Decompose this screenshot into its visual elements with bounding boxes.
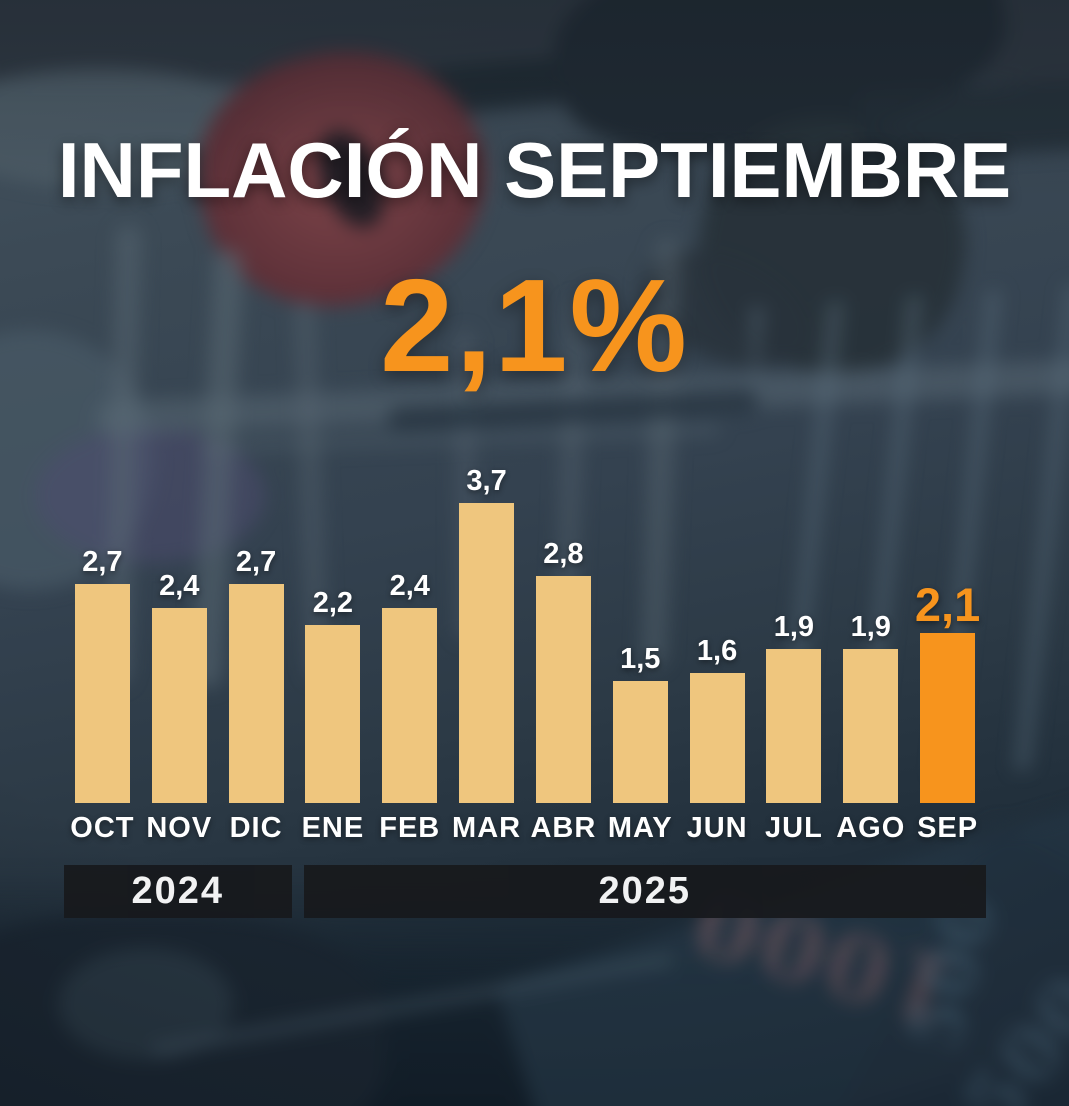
- bar-value-label-nov: 2,4: [159, 570, 200, 602]
- month-label-ene: ENE: [301, 812, 365, 844]
- bar-abr: [535, 576, 591, 803]
- month-label-jul: JUL: [765, 812, 823, 844]
- bar-value-label-ene: 2,2: [312, 587, 354, 619]
- bar-may: [612, 681, 668, 803]
- bar-column-ago: 1,9: [832, 613, 909, 803]
- bar-column-jun: 1,6: [679, 637, 756, 803]
- bar-column-mar: 3,7: [448, 467, 525, 803]
- bar-value-label-dic: 2,7: [235, 546, 277, 578]
- bar-value-label-abr: 2,8: [543, 538, 584, 570]
- bar-value-label-jul: 1,9: [773, 611, 815, 643]
- bars-plot-area: 2,7 2,4 2,7 2,2 2,4 3,7 2,8 1,5 1,6 1,9 1,9 2,1: [64, 443, 986, 803]
- year-band-2024: 2024: [64, 865, 292, 919]
- month-label-may: MAY: [607, 812, 673, 844]
- bar-jul: [766, 649, 822, 803]
- bar-value-label-ago: 1,9: [850, 611, 891, 643]
- inflation-bar-chart: 2,7 2,4 2,7 2,2 2,4 3,7 2,8 1,5 1,6 1,9 1,9 2,1 OCT…: [64, 443, 986, 919]
- bar-value-label-jun: 1,6: [696, 635, 738, 667]
- month-label-nov: NOV: [146, 812, 213, 844]
- month-label-jun: JUN: [686, 812, 748, 844]
- bar-value-label-may: 1,5: [620, 643, 661, 675]
- bar-column-abr: 2,8: [525, 540, 602, 803]
- bar-column-nov: 2,4: [141, 572, 218, 803]
- month-label-oct: OCT: [70, 812, 135, 844]
- bar-sep: [920, 633, 976, 803]
- bar-column-oct: 2,7: [64, 548, 141, 803]
- bar-column-jul: 1,9: [756, 613, 833, 803]
- bar-nov: [151, 608, 207, 803]
- year-band-2025: 2025: [303, 865, 986, 919]
- month-label-dic: DIC: [229, 812, 283, 844]
- bar-value-label-sep: 2,1: [914, 578, 981, 631]
- bar-value-label-oct: 2,7: [82, 546, 123, 578]
- bar-column-may: 1,5: [602, 645, 679, 803]
- bar-column-ene: 2,2: [295, 589, 372, 803]
- month-label-sep: SEP: [917, 812, 979, 844]
- bar-ene: [305, 625, 361, 803]
- bar-column-feb: 2,4: [371, 572, 448, 803]
- month-label-abr: ABR: [530, 812, 597, 844]
- bar-mar: [459, 503, 515, 803]
- bar-oct: [74, 584, 130, 803]
- month-label-mar: MAR: [452, 812, 522, 844]
- bar-dic: [228, 584, 284, 803]
- bar-ago: [843, 649, 899, 803]
- bar-column-sep: 2,1: [909, 581, 986, 803]
- bar-feb: [382, 608, 438, 803]
- bar-jun: [689, 673, 745, 803]
- bar-column-dic: 2,7: [218, 548, 295, 803]
- bar-value-label-feb: 2,4: [389, 570, 430, 602]
- month-label-ago: AGO: [836, 812, 906, 844]
- page-title: INFLACIÓN SEPTIEMBRE: [57, 126, 1012, 214]
- year-axis: 2024 2025: [64, 865, 986, 919]
- headline-value: 2,1%: [380, 252, 689, 399]
- month-label-feb: FEB: [379, 812, 441, 844]
- month-axis: OCT NOV DIC ENE FEB MAR ABR MAY JUN JUL AGO SEP: [64, 812, 986, 845]
- bar-value-label-mar: 3,7: [466, 465, 507, 497]
